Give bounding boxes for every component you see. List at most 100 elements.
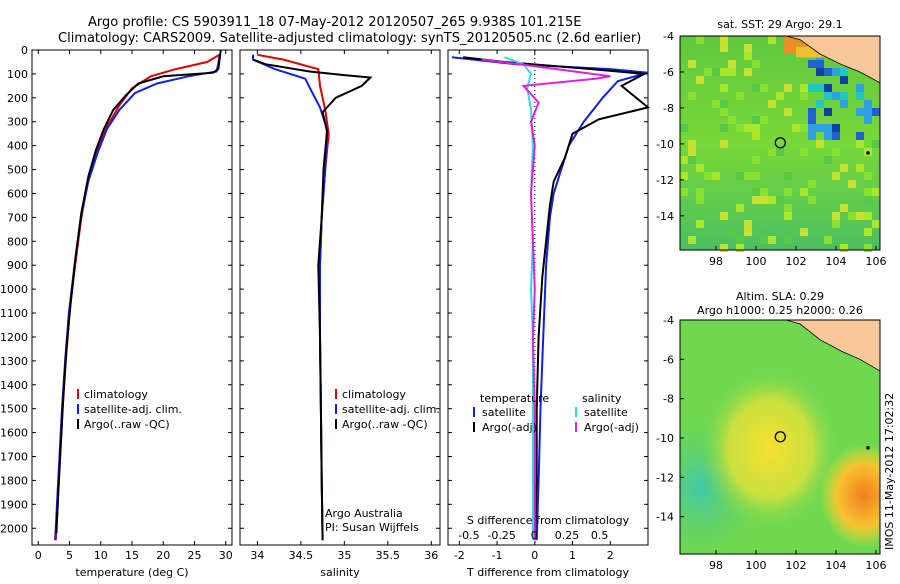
sst-cell: [688, 236, 696, 244]
x-tick-label: 106: [866, 559, 887, 572]
x-tick-label: 25: [188, 549, 202, 562]
legend-label: Argo(..raw -QC): [342, 418, 428, 431]
sst-cell: [752, 132, 760, 140]
sst-cell: [720, 68, 728, 76]
sst-cell: [872, 108, 880, 116]
map-frame: [679, 35, 881, 251]
series-line: [462, 56, 651, 541]
sst-cell: [768, 148, 776, 156]
sst-cell: [816, 60, 824, 68]
map-title: sat. SST: 29 Argo: 29.1: [717, 18, 842, 31]
series-line: [481, 58, 611, 541]
x-tick-label: -2: [454, 549, 465, 562]
sst-cell: [808, 196, 816, 204]
y-tick-label: 1200: [0, 331, 28, 344]
timestamp-label: IMOS 11-May-2012 17:02:32: [883, 393, 896, 550]
argo-position-marker: [774, 137, 786, 149]
sst-cell: [688, 156, 696, 164]
y-tick-label: 1700: [0, 451, 28, 464]
sst-cell: [688, 92, 696, 100]
sst-cell: [796, 46, 832, 58]
x-tick-label: 15: [125, 549, 139, 562]
sst-cell: [736, 172, 744, 180]
sst-cell: [760, 236, 768, 244]
x-tick-label: 34: [250, 549, 264, 562]
sst-cell: [800, 148, 808, 156]
sst-cell: [720, 44, 728, 52]
series-line: [55, 49, 222, 534]
sst-cell: [840, 164, 848, 172]
sst-cell: [840, 68, 848, 76]
sst-cell: [816, 68, 824, 76]
sst-cell: [784, 212, 792, 220]
y-tick-label: 400: [7, 140, 28, 153]
sst-cell: [688, 148, 696, 156]
y-tick-label: -14: [656, 511, 674, 524]
x-tick-label: 30: [219, 549, 233, 562]
sst-cell: [720, 84, 728, 92]
x-tick-label: 35.5: [376, 549, 401, 562]
x-tick-label: -1: [492, 549, 503, 562]
x-tick-label: 36: [424, 549, 438, 562]
sst-cell: [744, 220, 752, 228]
sst-cell: [720, 140, 728, 148]
sst-cell: [800, 188, 808, 196]
plot-frame: [31, 49, 233, 546]
y-tick-label: -4: [663, 314, 674, 327]
sst-cell: [712, 172, 720, 180]
sst-cell: [784, 204, 792, 212]
argo-position-marker: [774, 431, 786, 443]
y-tick-label: -6: [663, 66, 674, 79]
sst-cell: [856, 108, 864, 116]
legend-label: Argo(-adj): [482, 421, 537, 434]
sst-cell: [704, 68, 712, 76]
series-line: [252, 58, 373, 541]
sst-cell: [736, 92, 744, 100]
sst-cell: [776, 92, 784, 100]
sst-cell: [808, 116, 816, 124]
sst-cell: [816, 140, 824, 148]
y-tick-label: 1900: [0, 498, 28, 511]
sst-cell: [832, 220, 840, 228]
x-tick-label: 100: [746, 255, 767, 268]
y-tick-label: 200: [7, 92, 28, 105]
sst-cell: [848, 180, 856, 188]
sst-cell: [808, 60, 816, 68]
legend-label: satellite-adj. clim.: [84, 403, 182, 416]
sst-cell: [864, 188, 872, 196]
sst-cell: [704, 172, 712, 180]
y-tick-label: 0: [21, 44, 28, 57]
y-tick-label: 500: [7, 164, 28, 177]
credit-line2: PI: Susan Wijffels: [325, 521, 419, 534]
sst-cell: [872, 140, 880, 148]
legend-label: Argo(..raw -QC): [84, 418, 170, 431]
sst-cell: [752, 196, 760, 204]
sst-cell: [736, 236, 744, 244]
y-tick-label: -8: [663, 102, 674, 115]
map-title: Altim. SLA: 0.29: [736, 290, 824, 303]
legend-label: climatology: [342, 388, 406, 401]
y-tick-label: 300: [7, 116, 28, 129]
sst-cell: [832, 172, 840, 180]
legend-label: Argo(-adj): [584, 421, 639, 434]
sst-cell: [832, 124, 840, 132]
x-tick-label: 102: [786, 255, 807, 268]
y-tick-label: 1000: [0, 283, 28, 296]
sst-cell: [696, 196, 704, 204]
sst-cell: [776, 148, 784, 156]
y-tick-label: 600: [7, 187, 28, 200]
x-tick-label: 98: [709, 559, 723, 572]
y-tick-label: 1600: [0, 427, 28, 440]
sst-cell: [728, 116, 736, 124]
y-tick-label: 1500: [0, 403, 28, 416]
sst-cell: [824, 108, 832, 116]
y-tick-label: 1100: [0, 307, 28, 320]
x-tick-label: 0: [35, 549, 42, 562]
sst-cell: [696, 36, 704, 44]
sst-cell: [856, 164, 864, 172]
island-dot: [866, 446, 870, 450]
x-tick-label: 106: [866, 255, 887, 268]
x-tick-label: 100: [746, 559, 767, 572]
sst-cell: [832, 68, 840, 76]
